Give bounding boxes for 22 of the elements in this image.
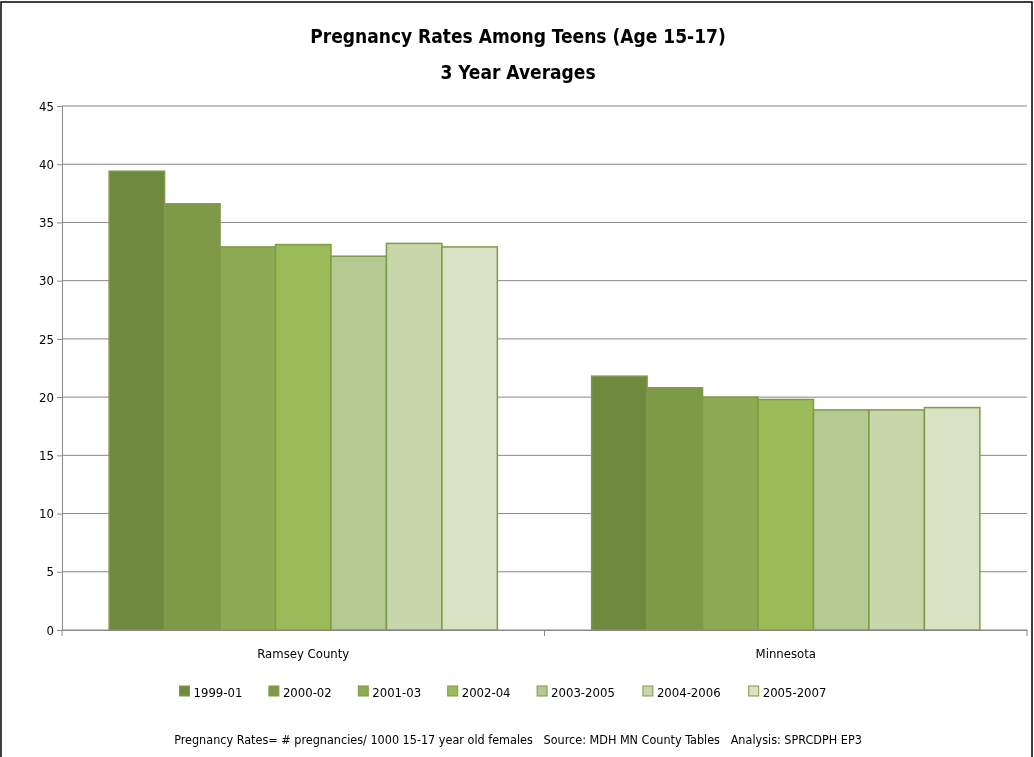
text: Pregnancy Rates= # pregnancies/ 1000 15-17 year old females Source: MDH MN County Tables Analysis: SPRCDPH EP3 bbox=[174, 732, 862, 747]
x-tick-label: Minnesota bbox=[755, 645, 816, 661]
chart-subtitle: 3 Year Averages bbox=[440, 61, 596, 83]
x-tick-label: Ramsey County bbox=[257, 645, 350, 661]
y-tick-label: 15 bbox=[39, 447, 54, 463]
legend-label: 2001-03 bbox=[372, 685, 422, 700]
legend-label: 2003-2005 bbox=[551, 685, 615, 700]
y-tick-label: 25 bbox=[39, 331, 54, 347]
chart-title: Pregnancy Rates Among Teens (Age 15-17) bbox=[310, 25, 726, 47]
y-tick-label: 35 bbox=[39, 215, 54, 231]
y-tick-label: 10 bbox=[39, 506, 54, 522]
y-tick-label: 45 bbox=[39, 98, 54, 114]
legend-label: 2002-04 bbox=[461, 685, 511, 700]
legend-label: 1999-01 bbox=[193, 685, 243, 700]
y-tick-label: 30 bbox=[39, 273, 54, 289]
legend-label: 2004-2006 bbox=[656, 685, 721, 700]
y-tick-label: 0 bbox=[46, 622, 54, 638]
y-tick-label: 20 bbox=[39, 389, 54, 405]
legend-label: 2000-02 bbox=[282, 685, 332, 700]
y-tick-label: 40 bbox=[39, 156, 54, 172]
legend-label: 2005-2007 bbox=[762, 685, 827, 700]
y-tick-label: 5 bbox=[46, 564, 54, 580]
